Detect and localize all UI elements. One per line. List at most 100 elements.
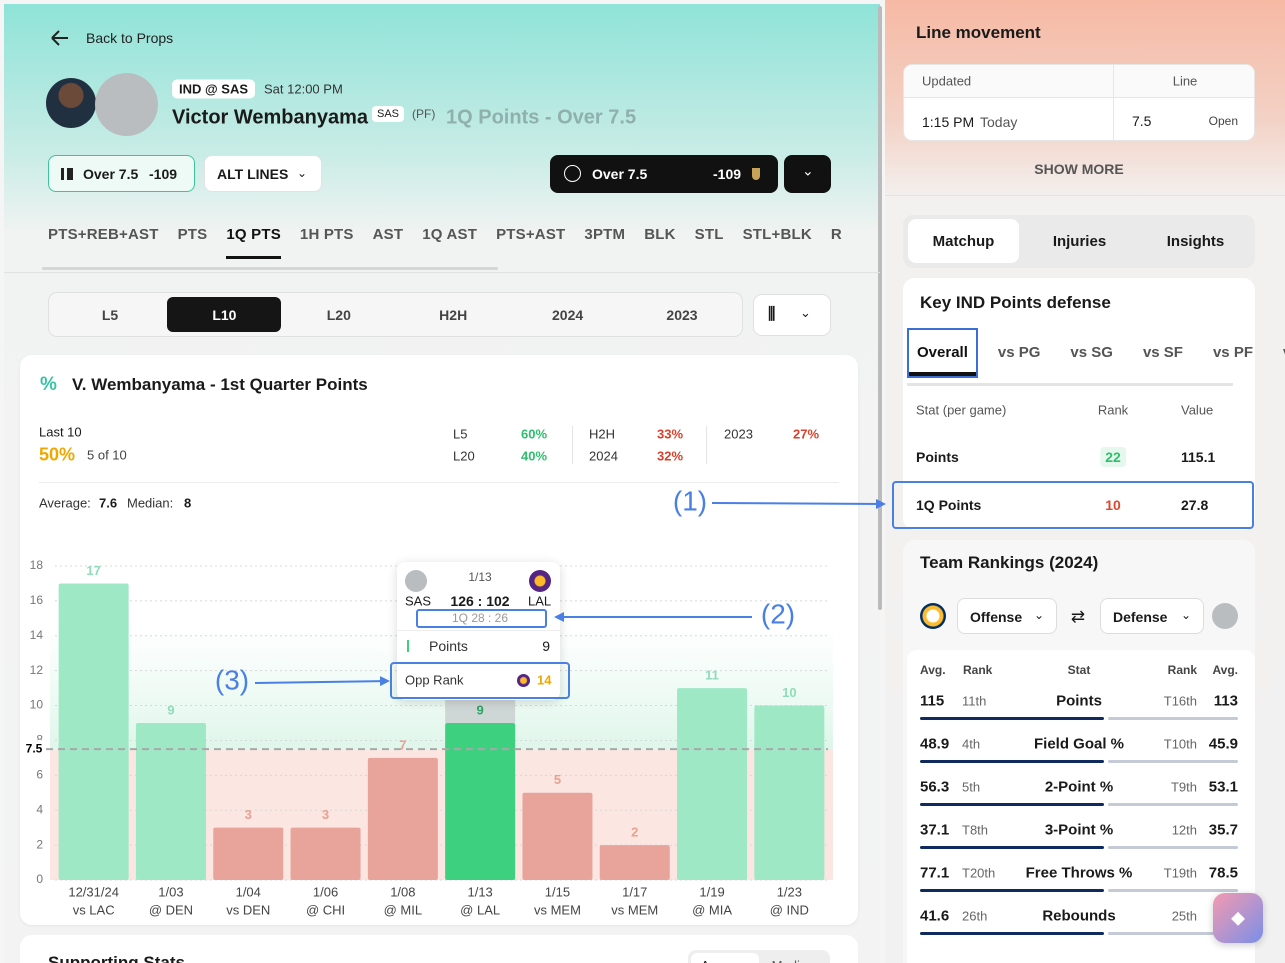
line-status: Open <box>1208 114 1238 128</box>
hits: 5 of 10 <box>87 447 127 463</box>
split-label: H2H <box>589 426 616 442</box>
rank-right: 12th <box>1171 822 1197 838</box>
y-tick-label: 16 <box>30 593 44 607</box>
tooltip-date: 1/13 <box>468 570 492 584</box>
hit-rate: 50% <box>39 444 76 465</box>
stat-name: Free Throws % <box>1025 864 1133 882</box>
defense-tab[interactable]: vs PG <box>997 344 1041 361</box>
panel-tab[interactable]: Matchup <box>908 219 1019 263</box>
plus-icon <box>564 165 581 182</box>
stat-tab[interactable]: AST <box>372 226 404 243</box>
panel-tab[interactable]: Insights <box>1166 232 1225 250</box>
stat-tab[interactable]: 1Q AST <box>422 226 478 243</box>
x-tick-label: 12/31/24 <box>68 884 119 899</box>
y-tick-label: 18 <box>30 558 44 572</box>
rankings-table: Avg. Rank Stat Rank Avg. 115 11th Points T16th 11… <box>907 650 1255 963</box>
swap-icon: ⇄ <box>1070 607 1086 626</box>
tooltip-stat-value: 9 <box>542 638 550 654</box>
stat-tab[interactable]: STL+BLK <box>742 226 812 243</box>
defense-tab[interactable]: vs C <box>1273 328 1285 378</box>
y-tick-label: 2 <box>36 837 43 851</box>
rank-right: 25th <box>1171 908 1197 924</box>
highlight-box <box>390 662 570 699</box>
back-link[interactable]: Back to Props <box>86 30 174 46</box>
range-tab[interactable]: 2023 <box>666 306 698 323</box>
pick-button[interactable]: Over 7.5 -109 <box>48 155 195 192</box>
col-header: Stat <box>1067 663 1091 677</box>
y-tick-label: 8 <box>36 733 43 747</box>
defense-tab[interactable]: vs PF <box>1212 344 1253 361</box>
alt-lines-button[interactable]: ALT LINES ⌄ <box>204 155 322 192</box>
panel-tab[interactable]: Injuries <box>1052 232 1107 250</box>
bar <box>677 688 748 880</box>
defense-label: Defense <box>1113 609 1168 625</box>
offense-select[interactable]: Offense ⌄ <box>957 598 1057 634</box>
avg-left: 56.3 <box>920 778 950 796</box>
game-pill: IND @ SAS <box>172 79 256 99</box>
range-tab[interactable]: H2H <box>439 306 468 323</box>
defense-tab[interactable]: vs SG <box>1070 344 1113 361</box>
rank-right: T10th <box>1163 736 1197 752</box>
defense-select[interactable]: Defense ⌄ <box>1100 598 1204 634</box>
position: (PF) <box>412 107 436 121</box>
stat-name: Field Goal % <box>1033 735 1125 753</box>
range-tab[interactable]: L20 <box>326 306 351 323</box>
annotation-label: (2) <box>761 598 795 629</box>
stat-tab[interactable]: 3PTM <box>584 226 626 243</box>
rankings-title: Team Rankings (2024) <box>920 553 1099 572</box>
stat-tab[interactable]: 1H PTS <box>299 226 354 243</box>
toggle-option[interactable]: Median <box>759 953 827 963</box>
floating-button[interactable]: ◆ <box>1213 893 1263 943</box>
x-tick-sublabel: @ MIA <box>692 902 732 917</box>
rank-bar-left <box>920 932 1104 935</box>
update-time: 1:15 PM <box>922 114 975 130</box>
divider <box>397 630 560 631</box>
col-header: Rank <box>1167 663 1197 677</box>
rank-bar-right <box>1108 846 1238 849</box>
divider <box>39 482 839 483</box>
bet-dropdown[interactable]: ⌄ <box>784 155 831 193</box>
y-tick-label: 4 <box>36 802 43 816</box>
stat-tab[interactable]: BLK <box>644 226 676 243</box>
prop-title: 1Q Points - Over 7.5 <box>446 106 637 129</box>
x-tick-label: 1/03 <box>158 884 183 899</box>
stat-tab[interactable]: PTS+AST <box>496 226 566 243</box>
split-divider <box>572 426 573 464</box>
stat-tab[interactable]: R <box>830 226 842 243</box>
toggle-option[interactable]: Average <box>691 953 759 963</box>
avg-right: 78.5 <box>1208 864 1238 882</box>
bet-button[interactable]: Over 7.5 -109 <box>550 155 778 193</box>
filter-button[interactable]: ⫼ ⌄ <box>753 294 831 336</box>
y-tick-label: 0 <box>36 872 43 886</box>
range-tab[interactable]: L5 <box>101 306 119 323</box>
chevron: ⌄ <box>1181 608 1192 622</box>
tooltip: 1/13 SAS 126 : 102 LAL 1Q 28 : 26 Points 9 Opp … <box>397 562 560 700</box>
value-label: 11 <box>705 668 719 683</box>
bar <box>367 757 438 880</box>
show-more[interactable]: SHOW MORE <box>1034 161 1124 177</box>
line-value: 7.5 <box>1132 113 1152 129</box>
scrollbar <box>878 6 882 610</box>
tooltip-stat-label: Points <box>429 638 468 654</box>
x-tick-sublabel: vs MEM <box>534 902 581 917</box>
range-tab[interactable]: 2024 <box>552 306 584 323</box>
panel-tabs: Matchup Injuries Insights <box>903 215 1255 268</box>
range-tab[interactable]: L10 <box>167 297 282 332</box>
defense-tab[interactable]: Overall <box>907 328 978 378</box>
line-header-bg <box>904 65 1254 98</box>
arrow <box>254 676 390 687</box>
defense-tab[interactable]: vs SF <box>1142 344 1183 361</box>
annotation-label: (1) <box>673 485 707 516</box>
bet-label: Over 7.5 <box>592 166 648 182</box>
stat-tab[interactable]: PTS <box>177 226 208 243</box>
annotation-label: (3) <box>215 664 249 695</box>
tooltip-home: SAS <box>405 593 432 609</box>
stat-tab[interactable]: PTS+REB+AST <box>48 226 159 243</box>
x-tick-label: 1/15 <box>545 884 570 899</box>
col-header: Rank <box>963 663 993 677</box>
stat-tab[interactable]: 1Q PTS <box>226 226 281 259</box>
stat-tab[interactable]: STL <box>694 226 724 243</box>
rank-bar-left <box>920 803 1104 806</box>
back-arrow[interactable] <box>46 24 86 54</box>
